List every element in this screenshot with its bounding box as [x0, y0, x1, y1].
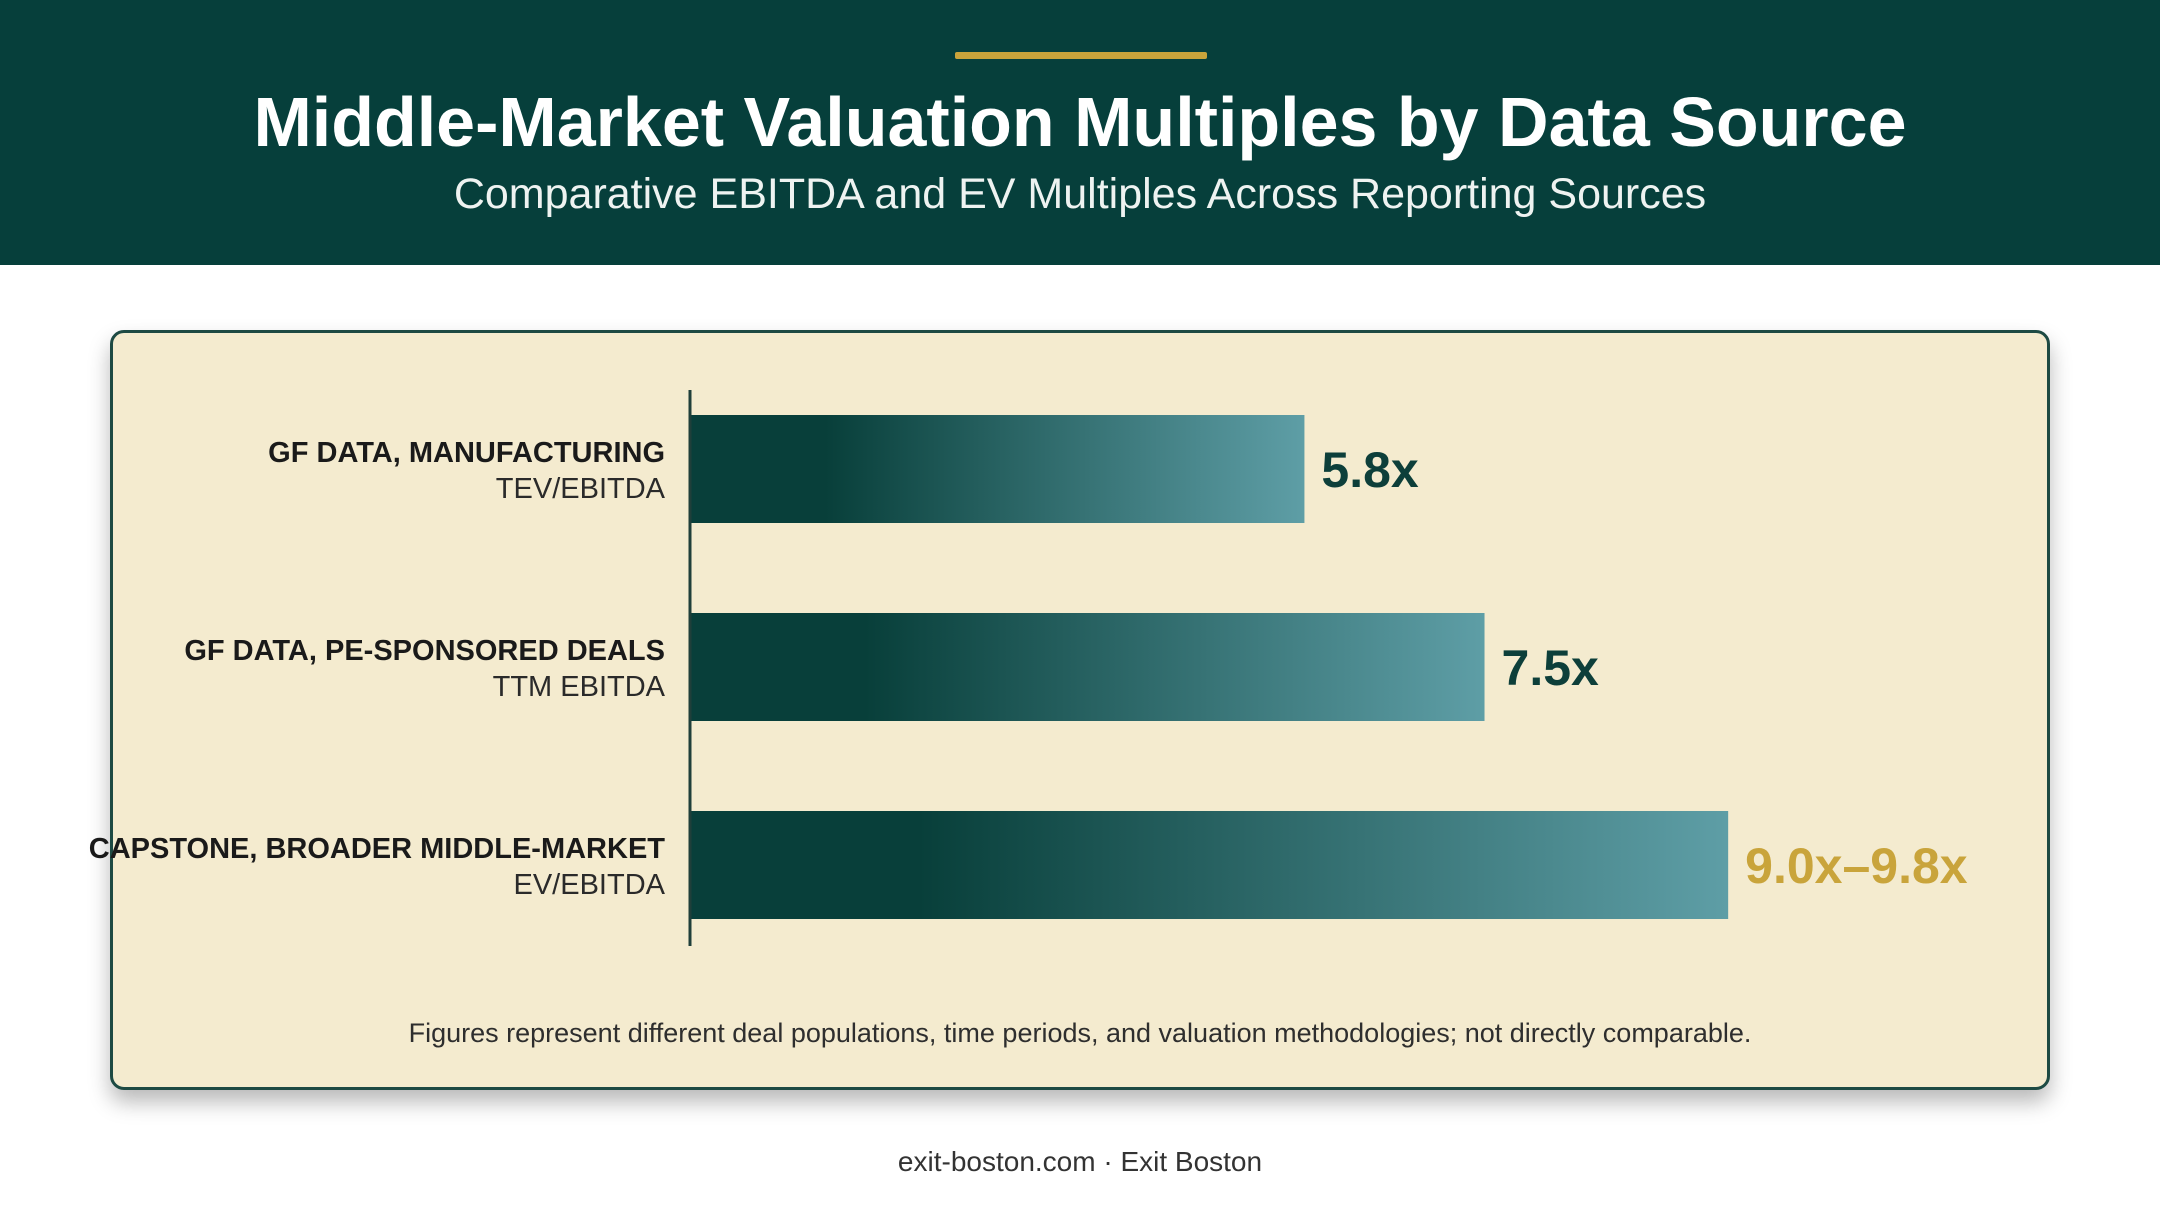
- accent-rule: [955, 52, 1207, 59]
- value-label-0: 5.8x: [1321, 442, 1419, 498]
- chart-subtitle: Comparative EBITDA and EV Multiples Acro…: [453, 170, 1707, 218]
- footer-credit: exit-boston.com · Exit Boston: [897, 1146, 1263, 1177]
- category-metric-0: TEV/EBITDA: [496, 473, 666, 505]
- category-label-1: GF DATA, PE-SPONSORED DEALS: [184, 635, 665, 667]
- category-metric-2: EV/EBITDA: [514, 869, 666, 901]
- bar-2: [690, 811, 1729, 919]
- chart-card: GF DATA, MANUFACTURING TEV/EBITDA 5.8x GF D…: [89, 330, 2050, 1090]
- category-metric-1: TTM EBITDA: [493, 671, 666, 703]
- category-label-2: CAPSTONE, BROADER MIDDLE-MARKET: [89, 833, 666, 865]
- category-label-0: GF DATA, MANUFACTURING: [268, 437, 665, 469]
- footnote: Figures represent different deal populat…: [408, 1018, 1752, 1048]
- header-banner: Middle-Market Valuation Multiples by Dat…: [0, 0, 2160, 265]
- value-label-1: 7.5x: [1502, 640, 1600, 696]
- bar-chart: GF DATA, MANUFACTURING TEV/EBITDA 5.8x GF D…: [89, 390, 1968, 946]
- bar-0: [690, 415, 1305, 523]
- value-label-2: 9.0x–9.8x: [1745, 838, 1968, 894]
- chart-title: Middle-Market Valuation Multiples by Dat…: [253, 83, 1907, 161]
- bar-1: [690, 613, 1485, 721]
